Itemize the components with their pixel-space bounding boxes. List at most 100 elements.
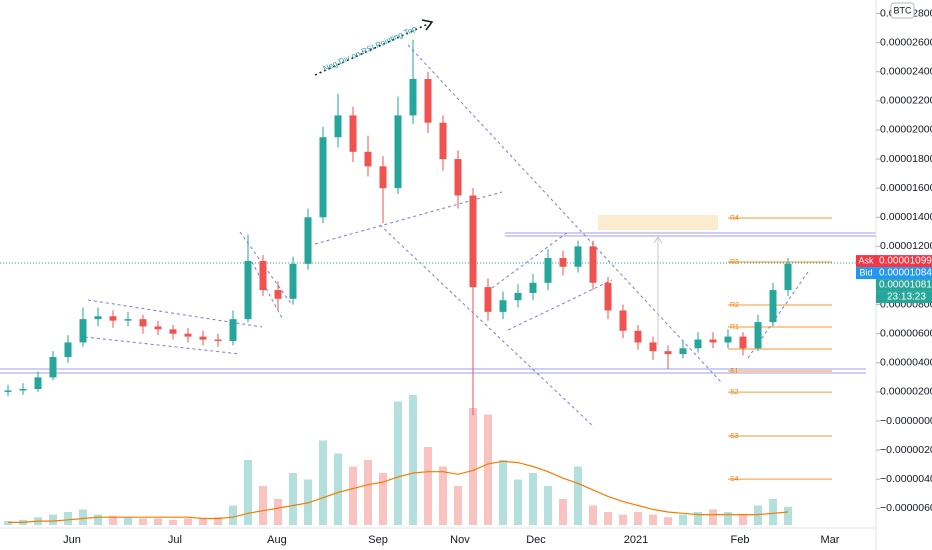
pivot-label: R1 bbox=[730, 324, 739, 331]
candle-body bbox=[634, 330, 642, 343]
volume-bar bbox=[4, 521, 12, 525]
volume-bar bbox=[319, 440, 327, 525]
candle-body bbox=[724, 336, 732, 343]
y-tick-label: −0.00000400 bbox=[880, 473, 932, 485]
candle-body bbox=[649, 342, 657, 352]
volume-bar bbox=[559, 499, 567, 525]
candle-body bbox=[589, 246, 597, 283]
candle-body bbox=[349, 115, 357, 152]
y-tick-label: −0.00000200 bbox=[880, 444, 932, 456]
price-tag bbox=[876, 279, 932, 292]
volume-bar bbox=[79, 509, 87, 525]
symbol-badge[interactable] bbox=[890, 2, 915, 19]
candle-body bbox=[154, 326, 162, 330]
y-tick-label: 0.00000600 bbox=[880, 327, 932, 339]
volume-bar bbox=[664, 517, 672, 525]
candle-body bbox=[4, 390, 12, 392]
candle-body bbox=[94, 316, 102, 320]
y-tick-label: 0.00000200 bbox=[880, 386, 932, 398]
price-tag-label: 0.00001099 bbox=[879, 256, 932, 267]
measure-arrow-head bbox=[653, 236, 663, 244]
candle-body bbox=[334, 115, 342, 138]
y-tick-label: 0.00000400 bbox=[880, 357, 932, 369]
volume-bar bbox=[724, 512, 732, 525]
volume-bar bbox=[694, 512, 702, 525]
pivot-label: S4 bbox=[730, 476, 739, 483]
x-tick-label: Sep bbox=[368, 534, 388, 546]
countdown-tag bbox=[876, 291, 932, 304]
candle-body bbox=[139, 319, 147, 327]
candle-body bbox=[169, 329, 177, 334]
x-tick-label: Jul bbox=[168, 534, 182, 546]
volume-bar bbox=[259, 486, 267, 525]
candle-body bbox=[304, 217, 312, 264]
volume-bar bbox=[409, 395, 417, 525]
volume-bar bbox=[49, 514, 57, 525]
volume-bar bbox=[739, 514, 747, 525]
candle-body bbox=[559, 258, 567, 267]
volume-bar bbox=[169, 519, 177, 525]
volume-bar bbox=[334, 453, 342, 525]
candle-body bbox=[694, 339, 702, 349]
candle-body bbox=[499, 300, 507, 312]
y-tick-label: 0.00001600 bbox=[880, 182, 932, 194]
candle-body bbox=[784, 263, 792, 291]
volume-bar bbox=[139, 518, 147, 525]
countdown: 23:13:23 bbox=[887, 292, 926, 303]
volume-bar bbox=[514, 479, 522, 525]
candle-body bbox=[49, 356, 57, 378]
trend-line bbox=[507, 279, 613, 331]
volume-bar bbox=[604, 512, 612, 525]
volume-bar bbox=[109, 515, 117, 525]
candle-body bbox=[274, 290, 282, 299]
volume-bar bbox=[619, 514, 627, 525]
volume-bar bbox=[379, 473, 387, 525]
symbol-badge-text: BTC bbox=[894, 5, 913, 15]
candle-body bbox=[19, 389, 27, 391]
candle-body bbox=[439, 122, 447, 160]
volume-bar bbox=[244, 460, 252, 525]
candle-body bbox=[379, 166, 387, 189]
pivot-label: R4 bbox=[730, 215, 739, 222]
candle-body bbox=[424, 79, 432, 123]
candle-body bbox=[124, 319, 132, 321]
pivot-label: R3 bbox=[730, 259, 739, 266]
x-tick-label: Aug bbox=[267, 534, 287, 546]
y-tick-label: −0.00000000 bbox=[880, 415, 932, 427]
price-tag-label: 0.00001084 bbox=[879, 268, 932, 279]
candle-body bbox=[394, 115, 402, 189]
pivot-label: S1 bbox=[730, 368, 739, 375]
candle-body bbox=[769, 290, 777, 323]
volume-bar bbox=[214, 517, 222, 525]
price-tag bbox=[876, 267, 932, 280]
y-tick-label: 0.00002200 bbox=[880, 95, 932, 107]
trend-line bbox=[407, 44, 723, 384]
volume-ma bbox=[8, 460, 789, 524]
volume-bar bbox=[679, 514, 687, 525]
x-tick-label: 2021 bbox=[624, 534, 648, 546]
candle-body bbox=[529, 282, 537, 293]
candle-body bbox=[289, 263, 297, 299]
volume-bar bbox=[754, 505, 762, 525]
volume-bar bbox=[199, 518, 207, 525]
x-tick-label: Feb bbox=[731, 534, 750, 546]
volume-bar bbox=[544, 486, 552, 525]
volume-bar bbox=[709, 509, 717, 525]
volume-bar bbox=[274, 499, 282, 525]
candle-body bbox=[619, 310, 627, 331]
x-tick-label: Dec bbox=[526, 534, 546, 546]
volume-bar bbox=[394, 401, 402, 525]
candle-body bbox=[469, 195, 477, 288]
volume-bar bbox=[469, 408, 477, 525]
volume-bar bbox=[769, 499, 777, 525]
arrow-line bbox=[314, 23, 429, 76]
candle-body bbox=[199, 336, 207, 340]
candle-body bbox=[244, 260, 252, 320]
volume-bar bbox=[634, 512, 642, 525]
y-tick-label: 0.00002600 bbox=[880, 36, 932, 48]
volume-bar bbox=[784, 506, 792, 525]
volume-bar bbox=[304, 479, 312, 525]
volume-bar bbox=[184, 518, 192, 525]
pivot-label: S3 bbox=[730, 433, 739, 440]
